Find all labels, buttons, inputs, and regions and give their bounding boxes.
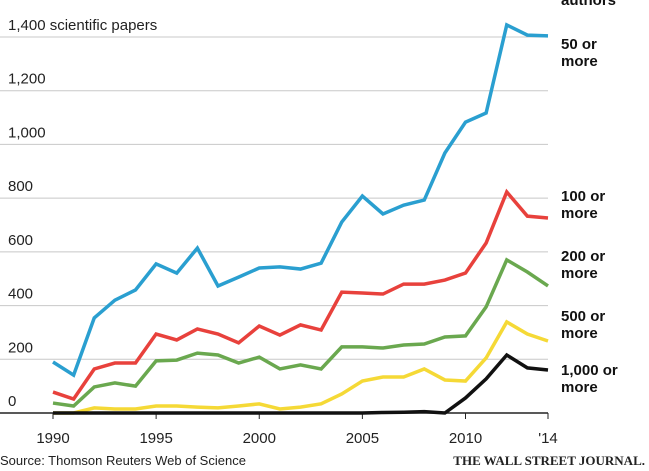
source: Source: Thomson Reuters Web of Science <box>0 453 246 468</box>
series-label: 50 or more <box>561 36 598 70</box>
series-label: 100 or more <box>561 188 606 222</box>
x-tick-label: 2010 <box>449 430 482 447</box>
y-tick-label: 0 <box>8 393 16 410</box>
line-series <box>52 22 549 378</box>
line-series <box>53 319 549 415</box>
y-tick-label: 200 <box>8 339 33 356</box>
series-label: 500 or more <box>561 308 606 342</box>
y-tick-label: 1,000 <box>8 124 46 141</box>
y-tick-label: 400 <box>8 286 33 303</box>
x-tick-label: 1995 <box>139 430 172 447</box>
line-series <box>52 257 549 408</box>
x-tick-label: 1990 <box>36 430 69 447</box>
credit: THE WALL STREET JOURNAL. <box>453 453 645 468</box>
annotation: authors <box>561 0 617 9</box>
series-label: 200 or more <box>561 248 606 282</box>
y-tick-label: 1,200 <box>8 71 46 88</box>
line-series <box>53 352 549 415</box>
series-label: 1,000 or more <box>561 362 618 396</box>
x-tick-label: '14 <box>538 430 558 447</box>
y-tick-label: 600 <box>8 232 33 249</box>
x-tick-label: 2005 <box>346 430 379 447</box>
y-tick-label: 800 <box>8 178 33 195</box>
line-series <box>52 188 549 402</box>
x-tick-label: 2000 <box>243 430 276 447</box>
y-tick-label: 1,400 scientific papers <box>8 17 157 34</box>
